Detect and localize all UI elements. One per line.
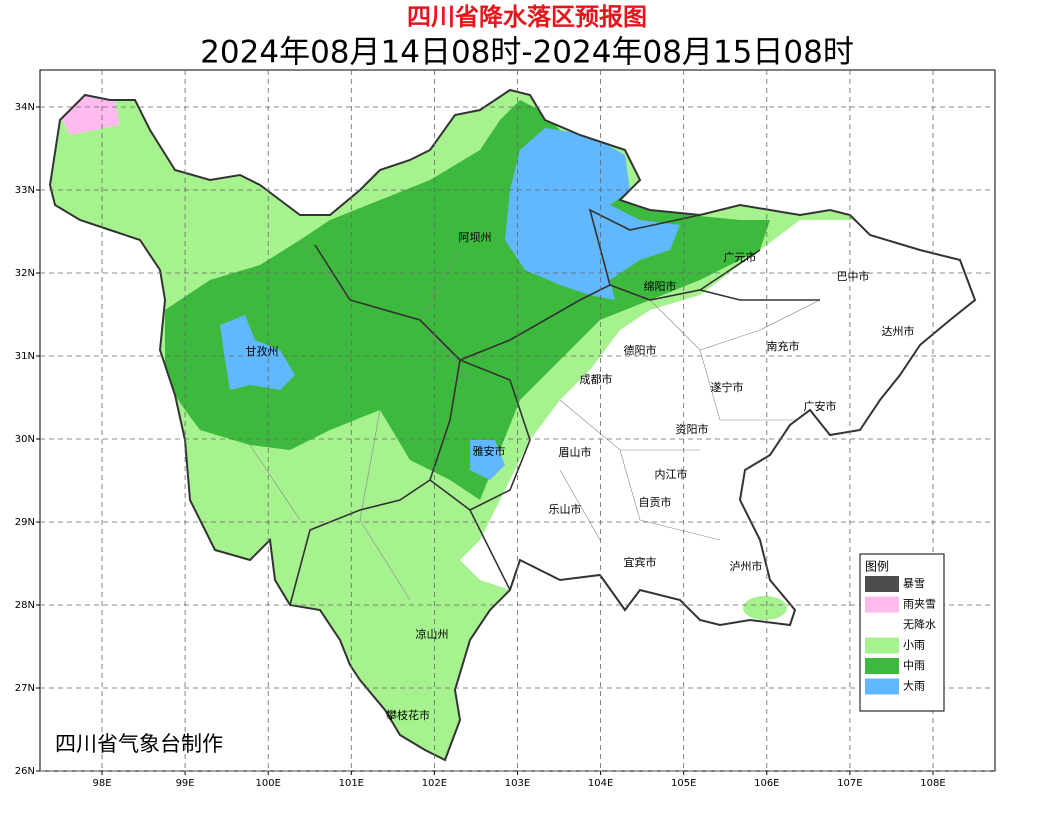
city-label: 德阳市 [624,343,657,357]
heavy-rain-area [220,315,295,390]
heavy-rain-area [470,440,505,480]
heavy-rain-area [505,128,680,300]
lon-tick-label: 105E [671,778,696,789]
lon-tick-label: 98E [92,778,111,789]
lat-tick-label: 33N [15,185,35,196]
city-label: 广元市 [724,250,757,264]
lat-tick-label: 26N [15,766,35,777]
lon-tick-label: 101E [339,778,364,789]
city-label: 达州市 [882,324,915,338]
lat-tick-label: 28N [15,600,35,611]
legend-swatch [865,658,899,674]
city-label: 遂宁市 [711,380,744,394]
legend-label: 大雨 [903,679,925,693]
lon-tick-label: 102E [422,778,447,789]
legend-label: 雨夹雪 [903,598,936,611]
legend-swatch [865,576,899,592]
city-label: 巴中市 [837,269,870,283]
title: 四川省降水落区预报图 [407,3,647,31]
city-label: 自贡市 [639,495,672,509]
city-label: 绵阳市 [644,279,677,293]
city-label: 凉山州 [416,627,449,641]
city-label: 广安市 [804,399,837,413]
legend-swatch [865,678,899,695]
lat-tick-label: 29N [15,517,35,528]
city-label: 资阳市 [676,422,709,436]
lat-tick-label: 32N [15,268,35,279]
lat-tick-label: 27N [15,683,35,694]
lon-tick-label: 108E [920,778,945,789]
lon-tick-label: 107E [837,778,862,789]
legend-swatch [865,637,899,654]
city-label: 南充市 [767,339,800,353]
province-border [48,88,977,762]
lat-tick-label: 30N [15,434,35,445]
lon-tick-label: 106E [754,778,779,789]
city-label: 眉山市 [559,445,592,459]
city-label: 雅安市 [473,444,506,458]
credit: 四川省气象台制作 [55,732,223,756]
light-rain-area [743,596,787,620]
subtitle: 2024年08月14日08时-2024年08月15日08时 [200,35,854,71]
lat-tick-label: 31N [15,351,35,362]
graticule: 98E 99E 100E 101E 102E 103E 104E 105E 106E 107E 10… [15,70,995,789]
city-label: 宜宾市 [624,555,657,569]
city-label: 攀枝花市 [386,708,430,722]
lon-tick-label: 99E [176,778,195,789]
city-label: 甘孜州 [246,344,279,358]
legend-swatch [865,617,899,633]
lon-tick-label: 104E [588,778,613,789]
lon-tick-label: 103E [505,778,530,789]
legend-label: 小雨 [903,639,925,652]
city-label: 成都市 [580,372,613,386]
city-label: 内江市 [655,467,688,481]
city-label: 阿坝州 [459,230,492,244]
legend-label: 无降水 [903,617,936,631]
lat-tick-label: 34N [15,102,35,113]
legend-label: 中雨 [903,659,925,672]
lon-tick-label: 100E [255,778,280,789]
legend-label: 暴雪 [903,577,925,590]
city-label: 泸州市 [730,559,763,573]
legend-swatch [865,596,899,613]
legend-title: 图例 [865,560,889,574]
city-label: 乐山市 [549,502,582,516]
